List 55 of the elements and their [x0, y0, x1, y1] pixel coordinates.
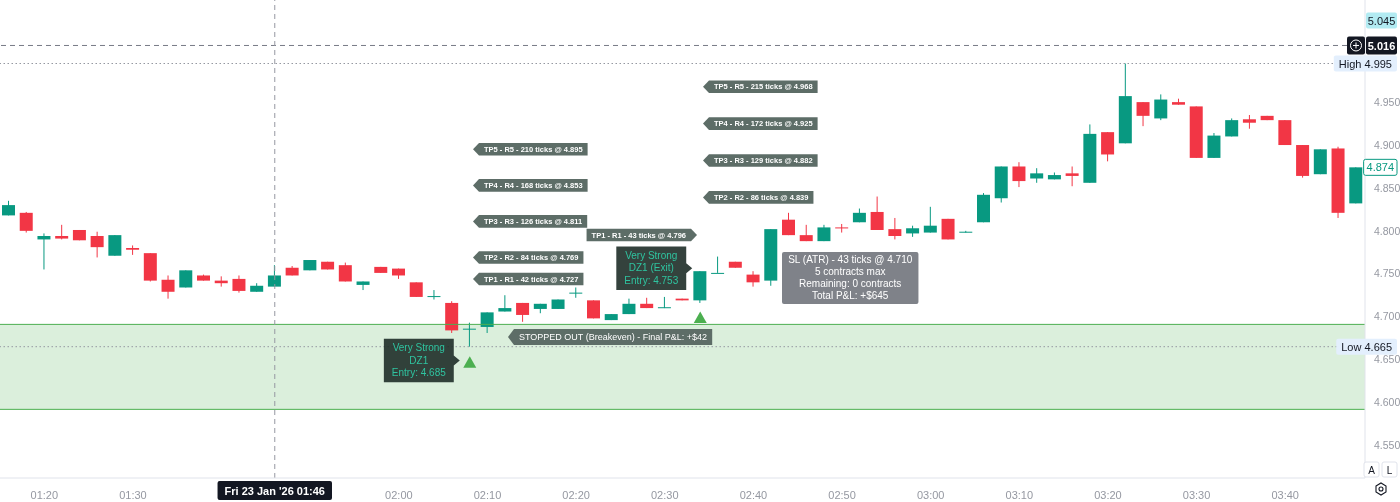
ref-line-label: High 4.995: [1338, 57, 1392, 70]
x-tick-label: 02:40: [739, 488, 768, 501]
candlestick: [711, 256, 725, 274]
candlestick: [746, 270, 760, 288]
x-tick-label: 02:00: [385, 488, 413, 501]
x-tick-label: 03:00: [916, 488, 945, 501]
button: L: [1381, 461, 1398, 478]
x-tick-label: 01:30: [119, 488, 147, 501]
annotation: SL (ATR) - 43 ticks @ 4.710 5 contracts max Remaining: 0 contracts Total P&L: +$645: [788, 254, 913, 301]
ref-line-label: 5.016: [1367, 39, 1396, 52]
annotation: Very Strong DZ1 Entry: 4.685: [391, 342, 447, 379]
y-tick-label: 4.900: [1374, 138, 1400, 151]
candlestick: [498, 294, 512, 313]
y-tick-label: 4.600: [1374, 396, 1400, 409]
candlestick: [90, 231, 104, 258]
candlestick: [569, 286, 583, 299]
x-tick-label: 03:30: [1182, 488, 1211, 501]
y-tick-label: 4.650: [1374, 353, 1400, 366]
button: A: [1363, 461, 1380, 478]
y-tick-label: 4.800: [1374, 224, 1400, 237]
ref-line-label: Fri 23 Jan '26 01:46: [224, 484, 326, 497]
text: 4.874: [1366, 161, 1395, 174]
candlestick: [427, 289, 441, 300]
ref-line-label: Low 4.665: [1341, 340, 1392, 353]
candlestick: [1136, 101, 1150, 127]
x-tick-label: 03:20: [1094, 488, 1122, 501]
y-tick-label: 4.950: [1374, 95, 1400, 108]
candlestick: [657, 296, 671, 309]
candlestick: [108, 234, 122, 257]
x-tick-label: 02:50: [828, 488, 856, 501]
candlestick: [1101, 131, 1115, 162]
y-tick-label: 4.750: [1374, 267, 1400, 280]
annotation: Very Strong DZ1 (Exit) Entry: 4.753: [624, 249, 679, 286]
candlestick: [1065, 165, 1079, 187]
y-tick-label: 4.700: [1374, 310, 1400, 323]
candlestick: [356, 280, 370, 291]
y-tick-label: 4.850: [1374, 181, 1400, 194]
x-tick-label: 01:20: [30, 488, 59, 501]
candlestick: [161, 274, 175, 300]
candlestick: [462, 322, 476, 348]
x-tick-label: 02:20: [562, 488, 590, 501]
candlestick: [888, 217, 902, 240]
annotation: 5.045: [1367, 14, 1396, 27]
x-tick-label: 02:10: [473, 488, 502, 501]
candlestick: [1207, 132, 1221, 159]
candlestick: [870, 196, 884, 231]
x-tick-label: 02:30: [651, 488, 679, 501]
y-tick-label: 4.550: [1374, 439, 1400, 452]
candlestick: [1154, 93, 1168, 121]
x-tick-label: 03:10: [1005, 488, 1034, 501]
annotation: STOPPED OUT (Breakeven) - Final P&L: +$42: [519, 332, 707, 343]
candlestick: [1012, 161, 1026, 188]
candlestick: [19, 211, 33, 234]
candlestick: [923, 206, 937, 234]
x-tick-label: 03:40: [1271, 488, 1299, 501]
